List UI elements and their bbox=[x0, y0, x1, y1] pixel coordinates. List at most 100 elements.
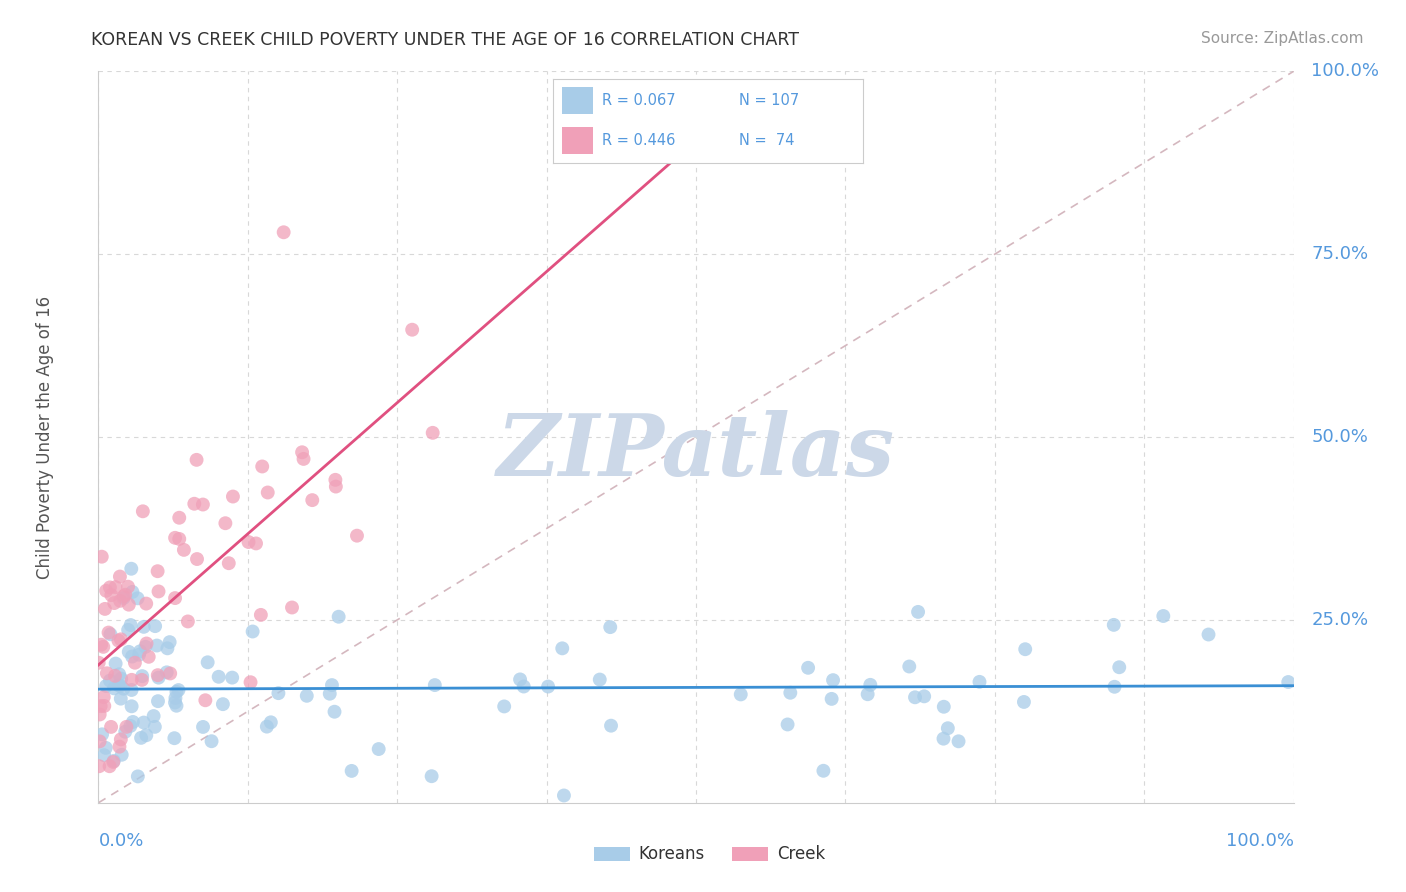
Point bbox=[87, 656, 110, 670]
Point bbox=[114, 724, 136, 739]
Text: Child Poverty Under the Age of 16: Child Poverty Under the Age of 16 bbox=[35, 295, 53, 579]
Point bbox=[423, 678, 446, 692]
Text: Creek: Creek bbox=[778, 845, 825, 863]
Point bbox=[856, 687, 879, 701]
Point bbox=[401, 323, 423, 337]
Point bbox=[98, 759, 121, 773]
Point bbox=[319, 687, 342, 701]
Point bbox=[273, 225, 295, 239]
Text: ZIPatlas: ZIPatlas bbox=[496, 410, 896, 493]
Point bbox=[89, 759, 111, 773]
Point bbox=[114, 588, 136, 602]
Point bbox=[90, 549, 112, 564]
Point bbox=[1104, 680, 1126, 694]
Point bbox=[221, 671, 243, 685]
Point bbox=[779, 686, 801, 700]
Point bbox=[599, 620, 621, 634]
Point bbox=[138, 649, 160, 664]
Point bbox=[156, 641, 179, 656]
Bar bbox=[733, 847, 768, 861]
Point bbox=[93, 690, 115, 704]
Point bbox=[120, 618, 142, 632]
Point bbox=[813, 764, 835, 778]
Point bbox=[104, 669, 127, 683]
Point bbox=[91, 640, 114, 654]
Point bbox=[256, 720, 278, 734]
Point bbox=[129, 644, 152, 658]
Point bbox=[186, 453, 208, 467]
Point bbox=[494, 699, 516, 714]
Point bbox=[165, 531, 187, 545]
Point bbox=[907, 605, 929, 619]
Point bbox=[238, 535, 260, 549]
Point bbox=[120, 562, 142, 576]
Point bbox=[94, 679, 117, 693]
Point bbox=[214, 516, 236, 531]
Point bbox=[222, 490, 245, 504]
Point bbox=[730, 687, 752, 701]
Point bbox=[135, 636, 157, 650]
Point bbox=[108, 739, 131, 754]
Point bbox=[96, 666, 118, 681]
Point bbox=[110, 672, 132, 686]
Point bbox=[932, 731, 955, 746]
Point bbox=[420, 769, 443, 783]
Point bbox=[1014, 642, 1036, 657]
Point bbox=[108, 594, 131, 608]
Point bbox=[936, 721, 959, 735]
Point bbox=[267, 686, 290, 700]
Point bbox=[146, 694, 169, 708]
Point bbox=[797, 661, 820, 675]
Point bbox=[291, 445, 314, 459]
Point bbox=[121, 683, 143, 698]
Point bbox=[256, 485, 278, 500]
Point bbox=[212, 697, 235, 711]
Point bbox=[148, 671, 170, 685]
Point bbox=[509, 673, 531, 687]
Point bbox=[100, 720, 122, 734]
Point bbox=[323, 705, 346, 719]
Point bbox=[194, 693, 217, 707]
Point bbox=[104, 657, 127, 671]
Point bbox=[340, 764, 363, 778]
Point bbox=[1102, 618, 1125, 632]
Point bbox=[112, 590, 135, 604]
Point bbox=[1277, 675, 1299, 690]
Point bbox=[103, 755, 125, 769]
Point bbox=[110, 732, 132, 747]
Point bbox=[93, 698, 115, 713]
Point bbox=[98, 673, 121, 688]
Point bbox=[100, 588, 122, 602]
Point bbox=[186, 552, 208, 566]
Text: 50.0%: 50.0% bbox=[1312, 428, 1368, 446]
Text: Source: ZipAtlas.com: Source: ZipAtlas.com bbox=[1201, 31, 1364, 46]
Point bbox=[169, 532, 191, 546]
Point bbox=[103, 681, 125, 696]
Point bbox=[163, 731, 186, 746]
Point bbox=[165, 591, 187, 606]
Point bbox=[898, 659, 921, 673]
Point bbox=[91, 727, 114, 741]
Point bbox=[128, 648, 150, 662]
Point bbox=[103, 754, 125, 768]
Point bbox=[191, 720, 214, 734]
Point bbox=[117, 580, 139, 594]
Point bbox=[108, 667, 131, 681]
Point bbox=[110, 632, 132, 647]
Point bbox=[250, 607, 273, 622]
Point bbox=[589, 673, 612, 687]
Point bbox=[143, 619, 166, 633]
Point bbox=[820, 692, 842, 706]
Point bbox=[98, 581, 121, 595]
Point bbox=[103, 596, 125, 610]
Point bbox=[111, 747, 134, 762]
Point bbox=[94, 602, 117, 616]
Point bbox=[245, 536, 267, 550]
Point bbox=[112, 591, 135, 605]
Text: 100.0%: 100.0% bbox=[1226, 832, 1294, 850]
Point bbox=[134, 640, 156, 654]
Point bbox=[146, 639, 169, 653]
Text: 100.0%: 100.0% bbox=[1312, 62, 1379, 80]
Point bbox=[1108, 660, 1130, 674]
Point bbox=[107, 633, 129, 648]
